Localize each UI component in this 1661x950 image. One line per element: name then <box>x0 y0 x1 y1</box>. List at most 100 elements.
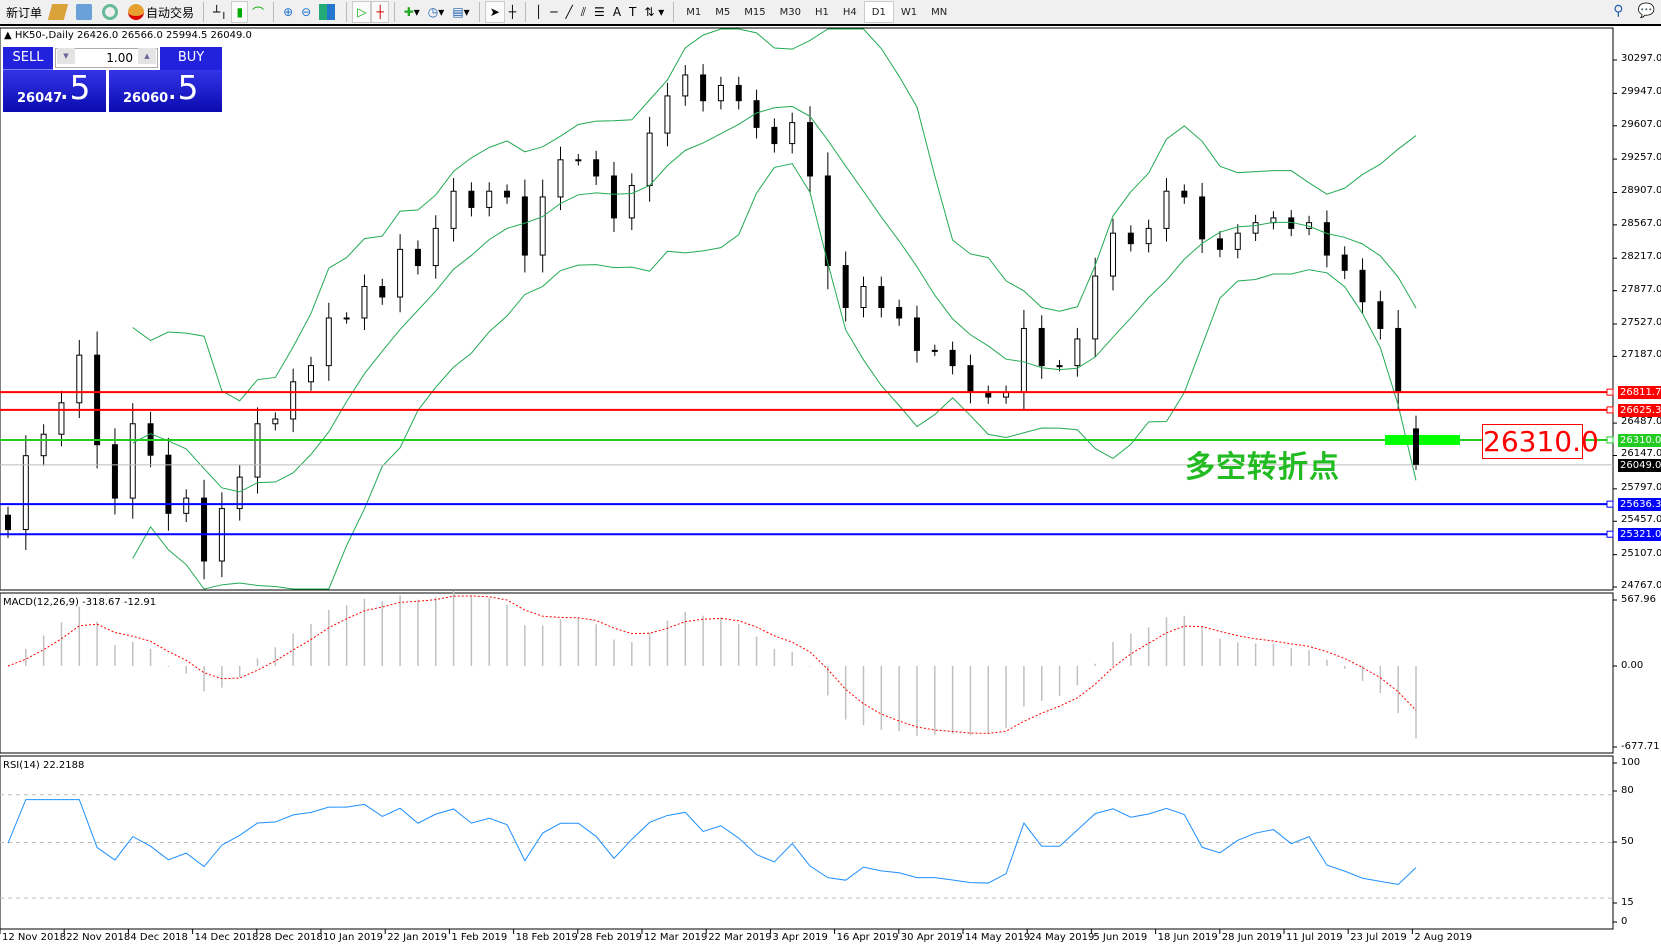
date-label: 5 Jun 2019 <box>1093 932 1148 943</box>
bar-chart-button[interactable]: ┴╷ <box>209 1 231 23</box>
macd-label: MACD(12,26,9) -318.67 -12.91 <box>3 597 157 608</box>
bear-candle <box>165 454 172 514</box>
timeframe-w1[interactable]: W1 <box>900 6 918 18</box>
auto-scroll-button[interactable]: ▷ <box>352 1 372 23</box>
level-price-tag: 25636.3 <box>1618 498 1661 512</box>
turning-point-price-label[interactable]: 26310.0 <box>1482 424 1599 459</box>
auto-trading-button[interactable]: 自动交易 <box>124 1 198 23</box>
cursor-icon: ➤ <box>489 5 500 19</box>
bear-candle <box>735 84 742 102</box>
price-axis-label: 27187.0 <box>1621 349 1661 361</box>
chat-icon[interactable]: 💬 <box>1637 3 1655 19</box>
price-axis-label: 28907.0 <box>1621 185 1661 197</box>
level-handle <box>1606 436 1614 444</box>
bear-candle <box>1216 238 1223 250</box>
channel-button[interactable]: ⫽ <box>577 1 590 23</box>
divider <box>273 2 275 22</box>
price-axis-label: 25107.0 <box>1621 547 1661 559</box>
bear-candle <box>379 286 386 298</box>
text-button[interactable]: A <box>609 1 625 23</box>
bollinger-lower <box>132 163 1417 590</box>
price-axis-label: 25797.0 <box>1621 481 1661 493</box>
bear-candle <box>878 286 885 308</box>
rsi-line <box>7 799 1417 885</box>
line-chart-button[interactable]: ⌒ <box>248 1 268 23</box>
level-handle <box>1606 530 1614 538</box>
tile-windows-icon <box>319 4 336 20</box>
timeframe-m15[interactable]: M15 <box>744 6 766 18</box>
bear-candle <box>842 265 849 308</box>
fibonacci-button[interactable]: ☰ <box>590 1 609 23</box>
horizontal-line-button[interactable]: ─ <box>546 1 561 23</box>
periods-button[interactable]: ◷ ▾ <box>427 5 445 19</box>
bear-candle <box>610 175 617 219</box>
signal-icon <box>102 4 119 20</box>
timeframe-m30[interactable]: M30 <box>779 6 801 18</box>
bull-candle <box>557 159 564 198</box>
terminal-button[interactable] <box>72 1 98 23</box>
lot-decrease-button[interactable]: ▼ <box>57 48 75 64</box>
arrows-button[interactable]: ⇅ ▾ <box>640 1 668 23</box>
macd-pane <box>0 592 1614 754</box>
crosshair-button[interactable]: ┼ <box>505 1 520 23</box>
chart-shift-icon: ┼ <box>376 5 384 19</box>
bull-candle <box>397 248 404 298</box>
timeframe-mn[interactable]: MN <box>931 6 948 18</box>
zoom-out-button[interactable]: ⊖ <box>297 1 315 23</box>
bull-candle <box>22 455 29 531</box>
lot-size-input[interactable]: 1.00 <box>55 48 158 68</box>
price-axis-label: 26147.0 <box>1621 448 1661 460</box>
timeframe-m1[interactable]: M1 <box>686 6 702 18</box>
tile-windows-button[interactable] <box>315 1 341 23</box>
bull-candle <box>361 286 368 319</box>
signals-button[interactable] <box>98 1 124 23</box>
bull-candle <box>717 84 724 102</box>
divider <box>478 2 480 22</box>
price-axis-label: 24767.0 <box>1621 580 1661 591</box>
symbol-ohlc: HK50-,Daily 26426.0 26566.0 25994.5 2604… <box>14 30 252 41</box>
bear-candle <box>5 514 11 531</box>
bull-candle <box>1020 327 1027 393</box>
timeframe-h1[interactable]: H1 <box>815 6 829 18</box>
zoom-in-button[interactable]: ⊕ <box>279 1 297 23</box>
trendline-button[interactable]: ╱ <box>561 1 576 23</box>
bear-candle <box>414 248 421 267</box>
text-label-icon: T <box>629 5 637 19</box>
price-axis-label: 28567.0 <box>1621 217 1661 229</box>
vertical-line-button[interactable]: │ <box>531 1 546 23</box>
timeframe-m5[interactable]: M5 <box>715 6 731 18</box>
timeframe-d1[interactable]: D1 <box>863 1 894 23</box>
level-handle <box>1606 406 1614 414</box>
bear-candle <box>593 159 600 177</box>
bull-candle <box>76 354 83 404</box>
macd-axis-label: -677.71 <box>1621 741 1660 752</box>
date-label: 18 Jun 2019 <box>1157 932 1218 943</box>
text-label-button[interactable]: T <box>625 1 640 23</box>
bull-candle <box>325 317 332 367</box>
indicators-button[interactable]: ✚ ▾ <box>403 5 420 19</box>
sell-button[interactable]: SELL <box>3 47 53 70</box>
templates-button[interactable]: ▤ ▾ <box>452 5 470 19</box>
cursor-button[interactable]: ➤ <box>484 1 505 23</box>
macd-signal-line <box>7 595 1417 734</box>
buy-price-button[interactable]: 26060 .5 <box>109 68 222 112</box>
bear-candle <box>1199 196 1206 240</box>
level-price-tag: 26310.0 <box>1618 433 1661 447</box>
search-icon[interactable]: ⚲ <box>1613 3 1624 19</box>
timeframe-h4[interactable]: H4 <box>842 6 857 18</box>
new-order-button[interactable]: 新订单 <box>2 1 46 23</box>
buy-button[interactable]: BUY <box>160 47 222 70</box>
sell-price-main: 26047 <box>17 91 63 106</box>
sell-price-button[interactable]: 26047 .5 <box>3 68 106 112</box>
candle-chart-button[interactable]: ▮ <box>231 1 249 23</box>
rsi-axis-label: 15 <box>1621 897 1634 908</box>
bear-candle <box>967 365 974 393</box>
lot-increase-button[interactable]: ▲ <box>138 48 156 64</box>
level-price-tag: 25321.0 <box>1618 528 1661 542</box>
date-label: 23 Jul 2019 <box>1350 932 1407 943</box>
timeframe-bar: M1 M5 M15 M30 H1 H4 D1 W1 MN <box>679 1 954 23</box>
turning-point-annotation[interactable]: 多空转折点 <box>1185 450 1340 485</box>
bear-candle <box>1377 301 1384 329</box>
chart-shift-button[interactable]: ┼ <box>371 1 389 23</box>
